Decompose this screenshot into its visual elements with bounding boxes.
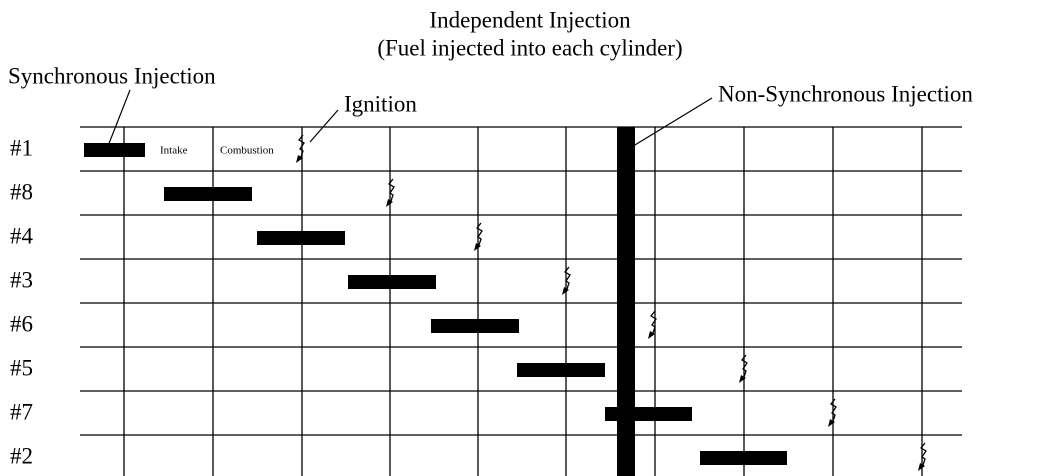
injection-bar bbox=[257, 231, 345, 245]
cylinder-label: #8 bbox=[10, 179, 33, 204]
title-line2: (Fuel injected into each cylinder) bbox=[377, 35, 682, 60]
non-synchronous-bar bbox=[617, 127, 635, 476]
cylinder-label: #5 bbox=[10, 355, 33, 380]
injection-bar bbox=[517, 363, 605, 377]
injection-bar bbox=[84, 143, 145, 157]
injection-bar bbox=[431, 319, 519, 333]
ignition-spark bbox=[741, 354, 748, 378]
ignition-arrowhead bbox=[296, 155, 303, 163]
timing-grid: #1 #8 #4 #3 #6 #5 #7 #2 bbox=[10, 126, 962, 476]
callout-synchronous: Synchronous Injection bbox=[8, 63, 216, 88]
injection-bar bbox=[164, 187, 252, 201]
callout-ignition: Ignition bbox=[344, 91, 417, 116]
label-combustion: Combustion bbox=[220, 145, 274, 157]
injection-bar bbox=[348, 275, 436, 289]
cylinder-label: #6 bbox=[10, 311, 33, 336]
leader-non-synchronous bbox=[629, 97, 713, 149]
label-intake: Intake bbox=[160, 145, 188, 157]
ignition-arrowhead bbox=[648, 331, 655, 339]
cylinder-label: #1 bbox=[10, 135, 33, 160]
cylinder-label: #4 bbox=[10, 223, 34, 248]
callout-non-synchronous: Non-Synchronous Injection bbox=[718, 81, 973, 106]
cylinder-label: #3 bbox=[10, 267, 33, 292]
ignition-spark bbox=[830, 398, 837, 422]
title-line1: Independent Injection bbox=[429, 7, 631, 32]
leader-synchronous bbox=[107, 89, 131, 147]
cylinder-label: #2 bbox=[10, 443, 33, 468]
cylinder-label: #7 bbox=[10, 399, 33, 424]
leader-ignition bbox=[309, 109, 339, 143]
